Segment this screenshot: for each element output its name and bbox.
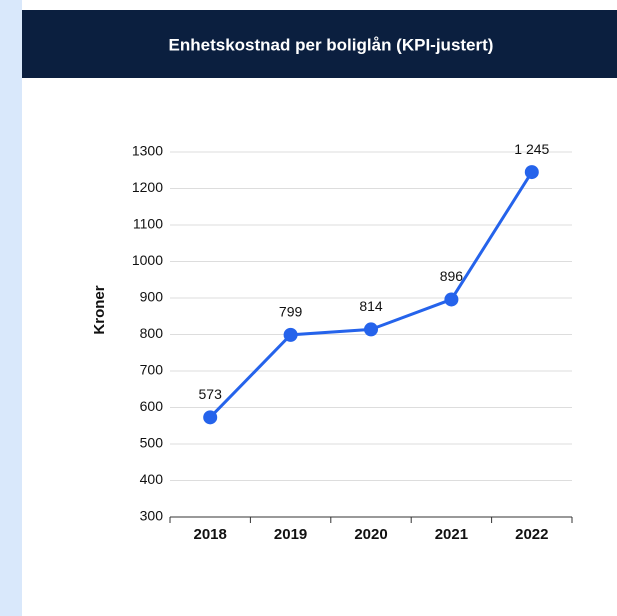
y-tick-label: 500	[140, 435, 164, 451]
value-label: 814	[359, 298, 383, 314]
point	[283, 327, 298, 342]
y-tick-label: 1200	[132, 179, 163, 195]
y-tick-label: 1000	[132, 252, 163, 268]
header	[22, 10, 617, 78]
line	[209, 171, 534, 419]
side-strip	[0, 0, 22, 616]
y-axis-label: Kroner	[91, 285, 108, 334]
point	[364, 322, 378, 337]
y-tick-label: 1300	[132, 143, 163, 159]
x-tick-label: 2022	[515, 526, 548, 543]
x-tick-label: 2020	[354, 526, 387, 543]
value-label: 573	[199, 386, 223, 402]
point	[203, 410, 218, 425]
y-tick-label: 1100	[133, 216, 163, 232]
y-tick-label: 800	[140, 325, 164, 341]
y-tick-label: 700	[140, 362, 164, 378]
x-tick-label: 2018	[194, 526, 227, 543]
x-tick-label: 2019	[274, 526, 307, 543]
x-tick-label: 2021	[435, 526, 468, 543]
y-tick-label: 900	[140, 289, 164, 305]
point	[524, 165, 539, 180]
value-label: 1 245	[514, 141, 549, 157]
chart-title: Enhetskostnad per boliglån (KPI-justert)	[169, 35, 494, 54]
point	[444, 292, 459, 307]
value-label: 799	[279, 304, 303, 320]
y-tick-label: 300	[140, 508, 164, 524]
y-tick-label: 400	[140, 471, 164, 487]
y-tick-label: 600	[140, 398, 164, 414]
value-label: 896	[440, 268, 464, 284]
